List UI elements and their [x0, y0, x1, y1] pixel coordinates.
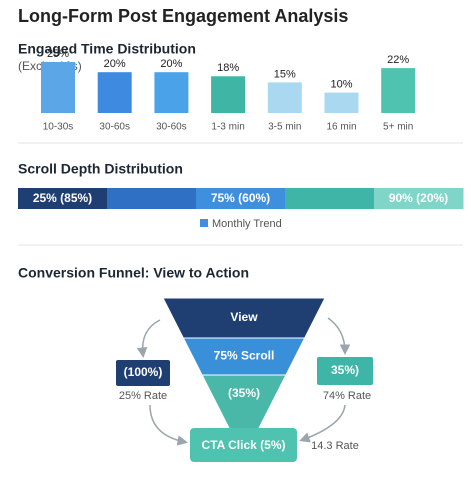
legend-swatch [200, 219, 208, 227]
x-tick-label: 10-30s [43, 122, 74, 133]
stage-label: View [230, 310, 258, 324]
value-label: 20% [160, 58, 182, 70]
scroll-segment [196, 188, 286, 209]
bar [324, 92, 359, 113]
scroll-segment [374, 188, 464, 209]
x-tick-label: 3-5 min [268, 122, 301, 133]
x-tick-label: 30-60s [156, 122, 187, 133]
left-box-label: (100%) [124, 365, 163, 379]
bar [267, 82, 302, 113]
value-label: 10% [330, 79, 352, 91]
flow-arrows [136, 317, 351, 446]
left-box [116, 360, 170, 386]
value-label: 20% [104, 58, 126, 70]
segment-label: 75% (60%) [211, 191, 270, 205]
right-box-label: 35%) [331, 363, 359, 377]
segment-label: 90% (20%) [389, 191, 448, 205]
bar [381, 68, 416, 113]
cta-label: CTA Click (5%) [201, 438, 285, 452]
x-tick-label: 5+ min [383, 122, 413, 133]
segment-label: 25% (85%) [33, 191, 92, 205]
left-rate: 25% Rate [119, 390, 167, 402]
value-label: 15% [274, 68, 296, 80]
value-label: 25% [47, 48, 69, 60]
stage-label: 75% Scroll [214, 349, 275, 363]
stage-label: (35%) [228, 386, 260, 400]
scroll-segment [107, 188, 197, 209]
right-rate: 74% Rate [323, 390, 371, 402]
funnel-stage [201, 374, 287, 431]
scroll-segment [18, 188, 108, 209]
value-label: 22% [387, 54, 409, 66]
x-tick-label: 30-60s [99, 122, 130, 133]
bottom-rate: 14.3 Rate [311, 440, 359, 452]
bar [97, 72, 132, 113]
page-title: Long-Form Post Engagement Analysis [18, 6, 348, 26]
cta-box [190, 428, 297, 462]
bar [41, 62, 75, 113]
right-box [317, 357, 373, 385]
section-title: Scroll Depth Distribution [18, 161, 183, 177]
legend-label: Monthly Trend [212, 218, 282, 230]
bar [154, 72, 189, 113]
bar [211, 76, 246, 113]
value-label: 18% [217, 62, 239, 74]
section-title: Conversion Funnel: View to Action [18, 265, 249, 281]
chart-title: Engaged Time Distribution [18, 41, 196, 57]
scroll-segment [285, 188, 375, 209]
x-tick-label: 16 min [326, 122, 356, 133]
x-tick-label: 1-3 min [211, 122, 244, 133]
